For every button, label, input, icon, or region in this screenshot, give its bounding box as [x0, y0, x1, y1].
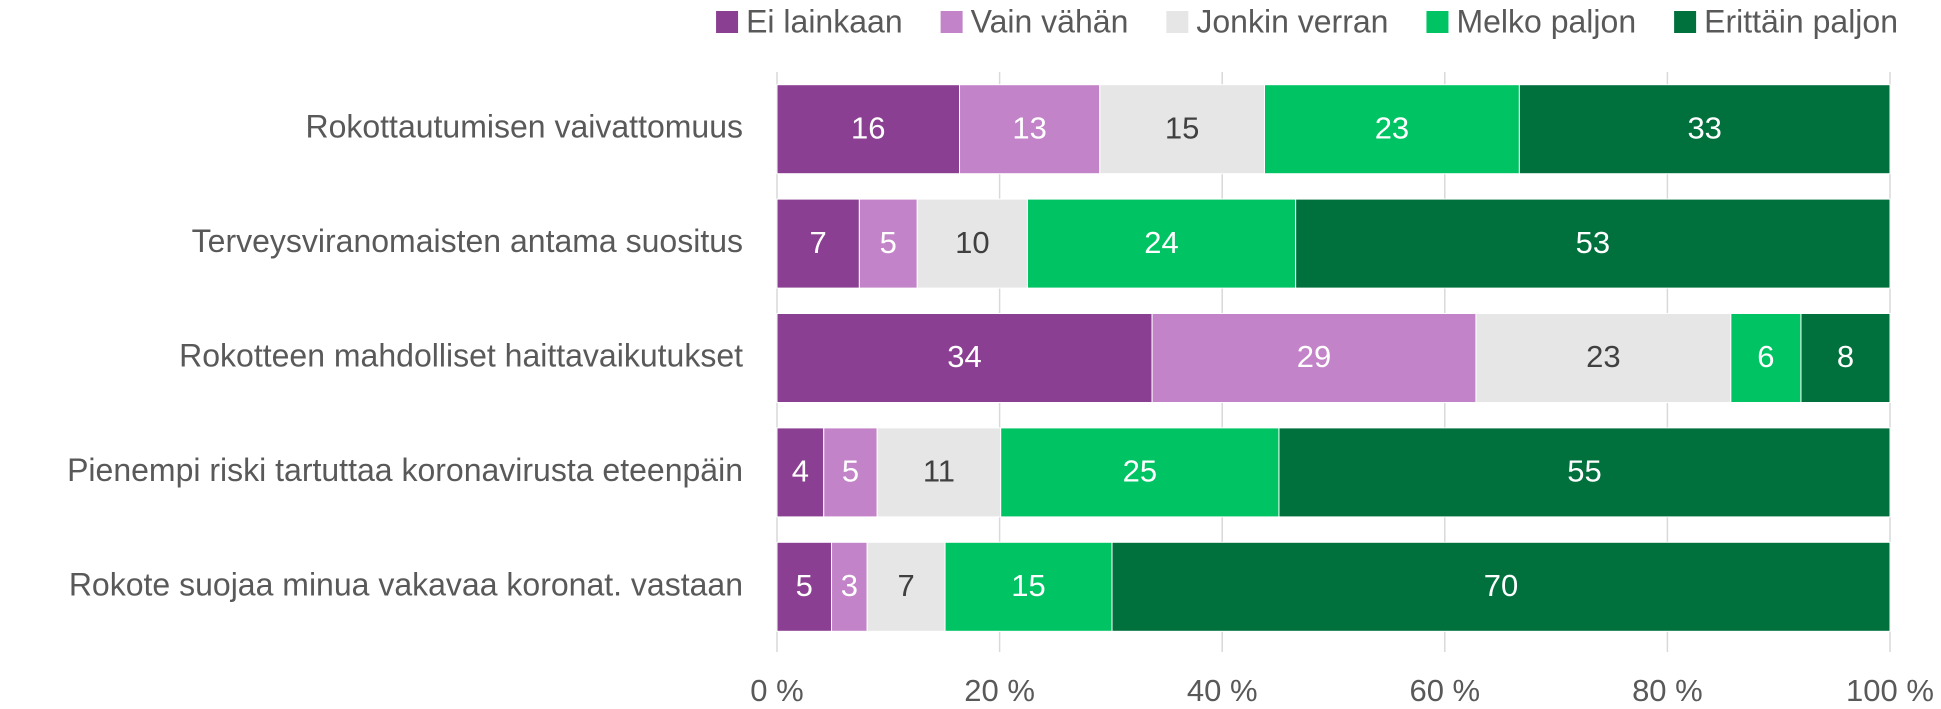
bar-segment: [1278, 427, 1891, 518]
data-label: 34: [947, 339, 981, 374]
legend-swatch: [940, 11, 963, 33]
bar-segment: [866, 541, 946, 632]
data-label: 8: [1837, 339, 1854, 374]
bar-segment: [776, 427, 825, 518]
data-label: 23: [1375, 110, 1409, 145]
legend-label: Ei lainkaan: [746, 3, 903, 39]
bar-segment: [823, 427, 878, 518]
bar-segment: [1026, 198, 1297, 289]
legend-label: Erittäin paljon: [1704, 3, 1898, 39]
bar-segment: [916, 198, 1028, 289]
x-tick-label: 80 %: [1632, 673, 1703, 708]
data-label: 7: [897, 568, 914, 603]
x-tick-label: 60 %: [1409, 673, 1480, 708]
bar-segment: [1263, 84, 1520, 175]
data-label: 5: [842, 454, 859, 489]
data-label: 3: [841, 568, 858, 603]
bar-segment: [1111, 541, 1891, 632]
bar-segment: [959, 84, 1101, 175]
legend-label: Jonkin verran: [1196, 3, 1388, 39]
bar-segment: [1475, 313, 1732, 403]
bar-segment: [1151, 313, 1477, 403]
data-label: 7: [810, 225, 827, 260]
category-label: Terveysviranomaisten antama suositus: [192, 223, 743, 259]
data-label: 15: [1165, 110, 1199, 145]
bar-segment: [776, 198, 860, 289]
data-label: 16: [851, 110, 885, 145]
legend-swatch: [1426, 11, 1449, 33]
bar-segment: [776, 84, 961, 175]
legend-swatch: [1674, 11, 1697, 33]
bar-segment: [1800, 313, 1891, 403]
bar-segment: [776, 313, 1153, 403]
legend-label: Melko paljon: [1456, 3, 1636, 39]
x-tick-label: 0 %: [750, 673, 803, 708]
data-label: 33: [1687, 110, 1721, 145]
x-tick-label: 20 %: [964, 673, 1035, 708]
data-label: 5: [796, 568, 813, 603]
data-label: 6: [1757, 339, 1774, 374]
bar-segment: [1295, 198, 1891, 289]
bar-segment: [876, 427, 1002, 518]
bar-segment: [1099, 84, 1265, 175]
data-label: 11: [923, 454, 955, 489]
bar-segment: [1000, 427, 1280, 518]
bar-segment: [858, 198, 918, 289]
bar-segment: [1518, 84, 1891, 175]
legend-swatch: [1166, 11, 1189, 33]
data-label: 25: [1123, 454, 1157, 489]
legend-swatch: [716, 11, 739, 33]
category-label: Rokote suojaa minua vakavaa koronat. vas…: [69, 566, 743, 602]
data-label: 29: [1297, 339, 1331, 374]
data-label: 10: [955, 225, 989, 260]
data-label: 55: [1567, 454, 1601, 489]
data-label: 24: [1144, 225, 1178, 260]
category-label: Rokotteen mahdolliset haittavaikutukset: [179, 337, 743, 373]
data-label: 13: [1012, 110, 1046, 145]
data-label: 23: [1586, 339, 1620, 374]
bar-segment: [776, 541, 833, 632]
data-label: 70: [1484, 568, 1518, 603]
data-label: 5: [880, 225, 897, 260]
x-tick-label: 100 %: [1846, 673, 1934, 708]
data-label: 15: [1011, 568, 1045, 603]
category-label: Rokottautumisen vaivattomuus: [305, 109, 743, 145]
bar-segment: [1730, 313, 1802, 403]
category-label: Pienempi riski tartuttaa koronavirusta e…: [67, 452, 743, 488]
bar-segment: [831, 541, 868, 632]
bar-segment: [944, 541, 1113, 632]
data-label: 4: [792, 454, 809, 489]
data-label: 53: [1576, 225, 1610, 260]
legend-label: Vain vähän: [971, 3, 1129, 39]
x-tick-label: 40 %: [1187, 673, 1258, 708]
